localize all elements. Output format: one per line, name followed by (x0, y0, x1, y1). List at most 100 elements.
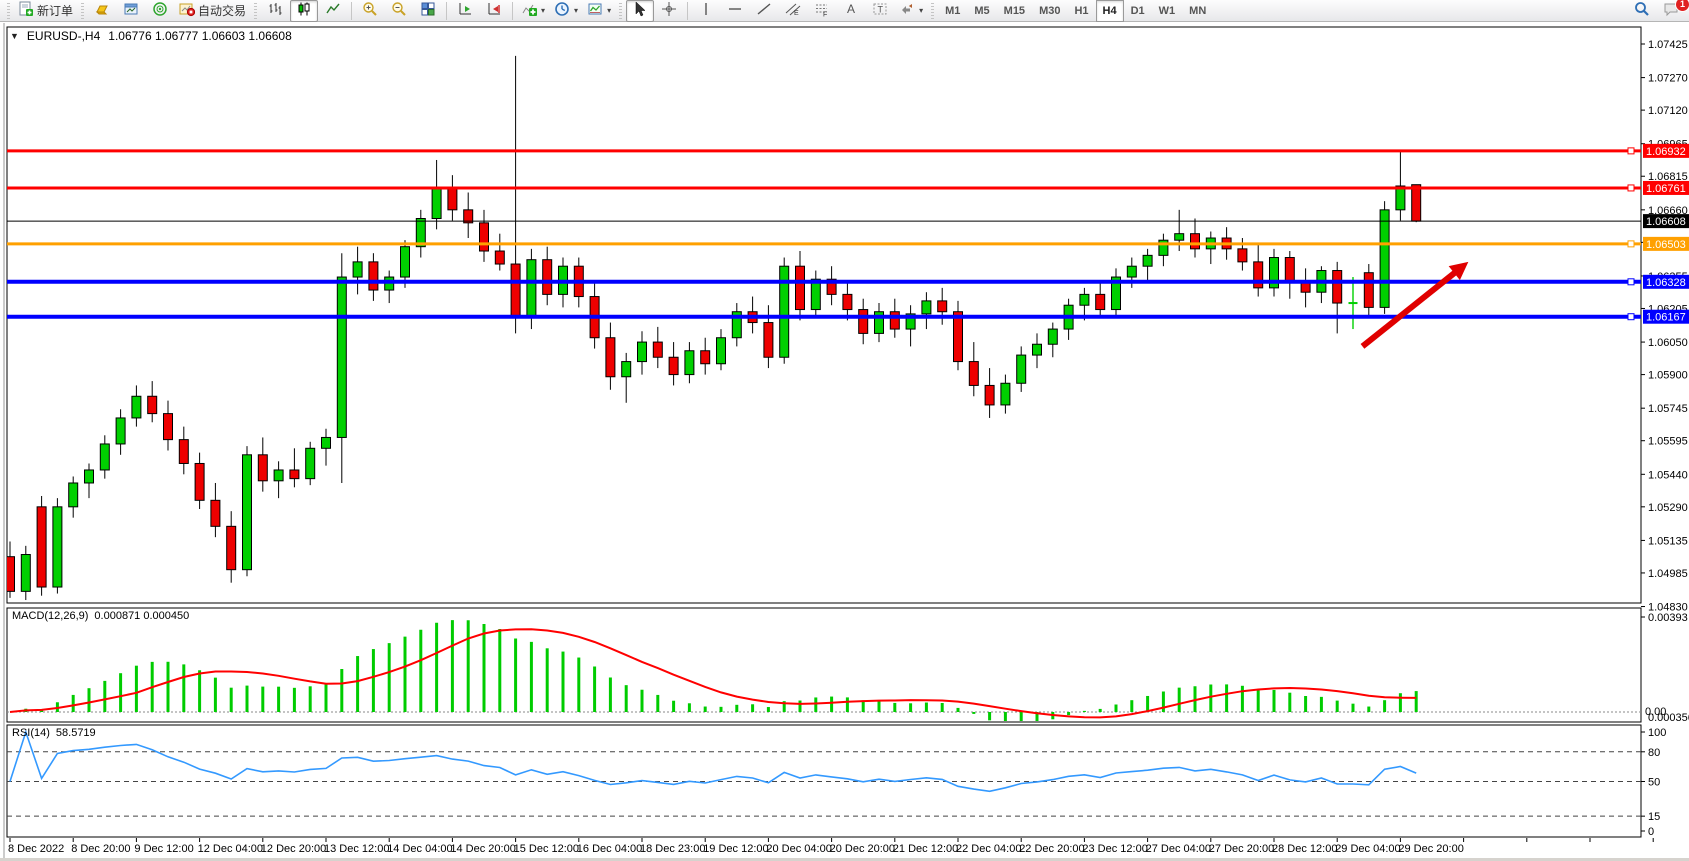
price-tag (1643, 180, 1689, 195)
bar-chart-button[interactable] (261, 0, 289, 22)
date-label: 18 Dec 23:00 (640, 843, 705, 855)
periods-icon (554, 1, 570, 20)
shapes-button[interactable]: ▾ (895, 0, 927, 22)
price-tick-label: 1.05595 (1648, 436, 1688, 448)
date-label: 8 Dec 2022 (8, 843, 64, 855)
signal-icon (152, 1, 168, 20)
cursor-button[interactable] (626, 0, 655, 22)
notification-badge: 1 (1675, 0, 1689, 12)
candlestick-chart-button[interactable] (290, 0, 319, 22)
bear-candle (889, 311, 900, 330)
date-label: 9 Dec 12:00 (134, 843, 193, 855)
bull-candle (68, 482, 79, 508)
chart-window-button[interactable] (117, 0, 145, 22)
horizontal-line-button[interactable] (721, 0, 749, 22)
date-label: 16 Dec 04:00 (577, 843, 642, 855)
trendline-icon (756, 1, 772, 20)
timeframe-H1[interactable]: H1 (1074, 4, 1089, 17)
tile-windows-button[interactable] (414, 0, 442, 22)
timeframe-H4[interactable]: H4 (1095, 0, 1124, 22)
bear-candle (447, 187, 458, 211)
signal-button[interactable] (146, 0, 174, 22)
toolbar-grip (619, 2, 623, 19)
rsi-value: 58.5719 (55, 727, 96, 739)
date-label: 21 Dec 12:00 (893, 843, 958, 855)
rsi-indicator-label: RSI(14) 58.5719 (12, 727, 96, 739)
vertical-line-button[interactable] (692, 0, 720, 22)
svg-text:T: T (878, 5, 884, 15)
trend-arrow[interactable] (1360, 268, 1460, 349)
timeframe-D1[interactable]: D1 (1130, 4, 1145, 17)
new-order-button[interactable]: 新订单 (14, 0, 77, 22)
bull-candle (1016, 354, 1027, 384)
bull-candle (779, 265, 790, 358)
search-button[interactable] (1628, 0, 1656, 22)
timeframe-M1[interactable]: M1 (945, 4, 961, 17)
bear-candle (1332, 270, 1343, 304)
zoom-in-button[interactable] (356, 0, 384, 22)
bull-candle (1158, 239, 1169, 256)
macd-label: MACD(12,26,9) (12, 610, 89, 622)
channel-icon: E (785, 1, 801, 20)
window-bottom-edge (0, 858, 1689, 861)
timeframe-M5[interactable]: M5 (974, 4, 990, 17)
line-handle[interactable] (1627, 147, 1635, 155)
timeframe-MN[interactable]: MN (1189, 4, 1207, 17)
timeframe-W1[interactable]: W1 (1158, 4, 1176, 17)
bar-chart-icon (267, 1, 283, 20)
price-tick-label: 1.06050 (1648, 337, 1688, 349)
text-label-button[interactable]: T (866, 0, 894, 22)
line-handle[interactable] (1627, 278, 1635, 286)
bear-candle (194, 462, 205, 501)
bull-candle (115, 417, 126, 445)
line-handle[interactable] (1627, 184, 1635, 192)
trendline-button[interactable] (750, 0, 778, 22)
line-chart-button[interactable] (319, 0, 347, 22)
toolbar-separator (351, 1, 353, 20)
timeframe-M30[interactable]: M30 (1039, 4, 1061, 17)
bull-candle (84, 469, 94, 484)
one-click-trading-toggle[interactable]: ▼ (10, 31, 19, 41)
price-tick-label: 1.05900 (1648, 370, 1688, 382)
bull-candle (810, 278, 821, 311)
price-tag (1643, 143, 1689, 158)
date-label: 27 Dec 04:00 (1146, 843, 1211, 855)
bear-candle (226, 525, 237, 571)
crosshair-button[interactable] (655, 0, 683, 22)
trend-arrow-head[interactable] (1448, 261, 1469, 281)
price-tag-label: 1.06503 (1646, 239, 1686, 251)
bull-candle (273, 469, 284, 482)
notifications-button[interactable]: 1 (1657, 0, 1689, 22)
auto-scroll-button[interactable] (480, 0, 508, 22)
text-label-icon: T (872, 1, 888, 20)
macd-indicator-label: MACD(12,26,9) 0.000871 0.000450 (12, 610, 189, 622)
toolbar-grip (254, 2, 258, 19)
pane-border (6, 607, 1642, 723)
zoom-out-button[interactable] (385, 0, 413, 22)
timeframe-M15[interactable]: M15 (1003, 4, 1026, 17)
date-label: 22 Dec 04:00 (956, 843, 1021, 855)
bull-candle (1079, 293, 1090, 306)
fibonacci-button[interactable]: F (808, 0, 836, 22)
channel-button[interactable]: E (779, 0, 807, 22)
periods-button[interactable]: ▾ (550, 0, 582, 22)
tile-windows-icon (420, 1, 436, 20)
indicators-button[interactable]: ▾ (517, 0, 549, 22)
auto-scroll-icon (486, 1, 502, 20)
toolbar-grip (931, 2, 935, 19)
price-tick-label: 1.07425 (1648, 39, 1688, 51)
svg-text:A: A (847, 2, 855, 16)
rsi-tick-label: 80 (1648, 747, 1660, 759)
bear-candle (1284, 257, 1295, 282)
bull-candle (1269, 257, 1279, 289)
line-handle[interactable] (1627, 240, 1635, 248)
shift-chart-end-button[interactable] (451, 0, 479, 22)
line-handle[interactable] (1627, 313, 1635, 321)
autotrading-button[interactable]: 自动交易 (175, 0, 250, 22)
bear-candle (842, 293, 853, 311)
templates-button[interactable]: ▾ (583, 0, 615, 22)
gold-button[interactable] (88, 0, 116, 22)
text-button[interactable]: A (837, 0, 865, 22)
bull-candle (1379, 209, 1390, 308)
